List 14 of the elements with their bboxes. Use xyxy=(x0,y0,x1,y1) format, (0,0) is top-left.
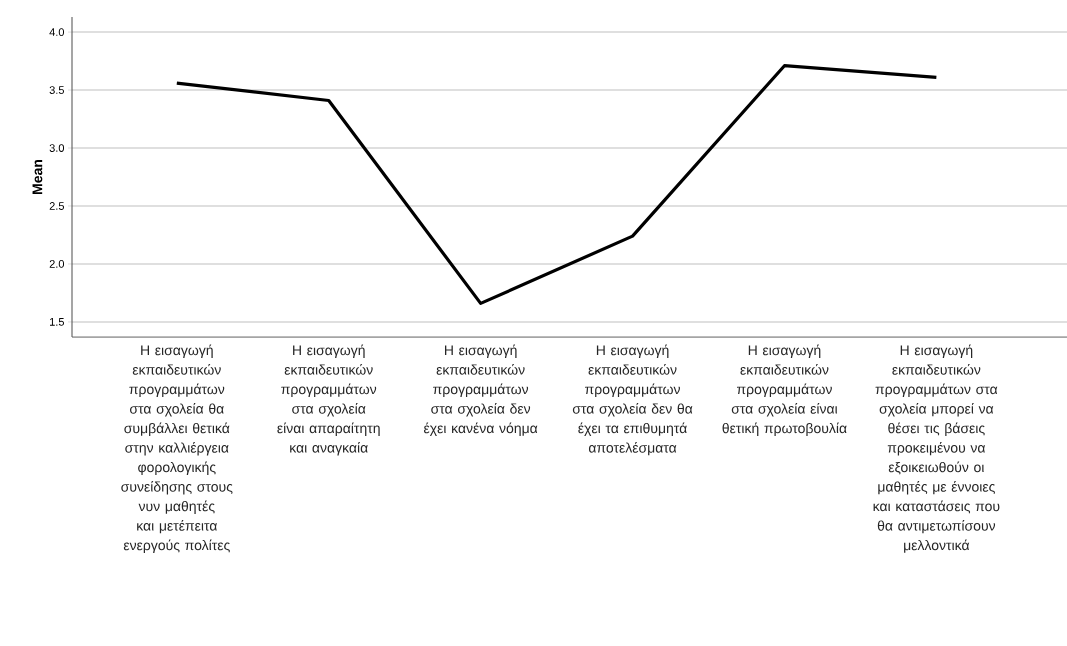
y-tick-label: 2.0 xyxy=(49,260,65,268)
y-tick-label: 1.5 xyxy=(50,318,64,326)
y-tick-label: 2.5 xyxy=(49,202,64,210)
y-axis-title: Mean xyxy=(32,159,43,194)
y-tick-label: 4.0 xyxy=(49,28,65,36)
x-tick-label: Η εισαγωγή εκπαιδευτικών προγραμμάτων στα σχολεία είναι απαραίτητη και αναγκαία xyxy=(277,344,380,456)
y-tick-label: 3.0 xyxy=(49,144,65,152)
x-tick-label: Η εισαγωγή εκπαιδευτικών προγραμμάτων στα σχολεία δεν έχει κανένα νόημα xyxy=(424,344,538,436)
x-tick-label: Η εισαγωγή εκπαιδευτικών προγραμμάτων στα σχολεία δεν θα έχει τα επιθυμητά αποτελέσματα xyxy=(572,344,693,456)
y-tick-label: 3.5 xyxy=(49,86,64,94)
category-label: Η εισαγωγή εκπαιδευτικών προγραμμάτων στα σχολεία μπορεί να θέσει τις βάσεις προκειμένου να εξοικειωθούν οι μαθητές με έννοιες και καταστάσεις που θα αντιμετωπίσουν μελλοντικά xyxy=(873,344,1000,553)
x-tick-label: Η εισαγωγή εκπαιδευτικών προγραμμάτων στα σχολεία είναι θετική πρωτοβουλία xyxy=(722,344,847,436)
line-series xyxy=(175,64,938,305)
category-label: Η εισαγωγή εκπαιδευτικών προγραμμάτων στα σχολεία θα συμβάλλει θετικά στην καλλιέργεια φορολογικής συνείδησης στους νυν μαθητές και μετέπειτα ενεργούς πολίτες xyxy=(121,344,233,553)
